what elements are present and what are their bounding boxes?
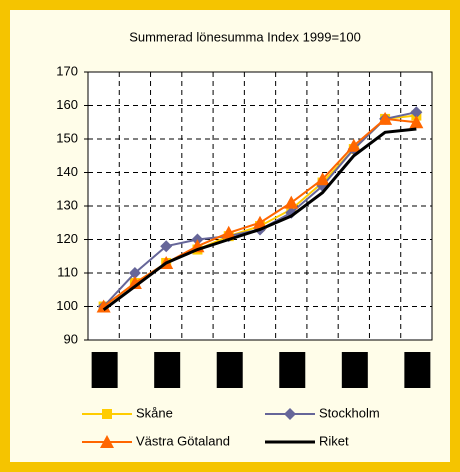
point bbox=[378, 111, 393, 125]
legend-label: Västra Götaland bbox=[136, 433, 230, 448]
point bbox=[96, 299, 111, 313]
redacted-label bbox=[341, 352, 368, 388]
redacted-label bbox=[404, 352, 431, 388]
redacted-label bbox=[279, 352, 306, 388]
point bbox=[315, 172, 330, 186]
redacted-label bbox=[91, 352, 118, 388]
legend-label: Skåne bbox=[136, 405, 173, 420]
point bbox=[285, 206, 298, 219]
point bbox=[284, 195, 299, 209]
y-tick-label: 160 bbox=[56, 97, 78, 112]
legend-marker bbox=[100, 435, 114, 448]
point bbox=[409, 115, 424, 129]
y-tick-label: 170 bbox=[56, 63, 78, 78]
point bbox=[128, 267, 141, 279]
y-tick-label: 120 bbox=[56, 231, 78, 246]
y-tick-label: 140 bbox=[56, 164, 78, 179]
legend-marker bbox=[284, 408, 296, 420]
chart-title: Summerad lönesumma Index 1999=100 bbox=[129, 29, 361, 44]
y-tick-label: 150 bbox=[56, 130, 78, 145]
legend-label: Riket bbox=[319, 433, 349, 448]
y-tick-label: 130 bbox=[56, 197, 78, 212]
point bbox=[253, 215, 267, 229]
series-line bbox=[102, 127, 417, 312]
redacted-label bbox=[154, 352, 181, 388]
legend-marker bbox=[102, 409, 112, 419]
redacted-label bbox=[216, 352, 243, 388]
legend-label: Stockholm bbox=[319, 405, 380, 420]
y-tick-label: 90 bbox=[64, 331, 78, 346]
point bbox=[410, 106, 423, 119]
point bbox=[160, 240, 173, 253]
point bbox=[127, 276, 142, 290]
y-tick-label: 100 bbox=[56, 298, 78, 313]
point bbox=[346, 138, 361, 152]
y-tick-label: 110 bbox=[57, 264, 78, 279]
point bbox=[221, 225, 236, 239]
